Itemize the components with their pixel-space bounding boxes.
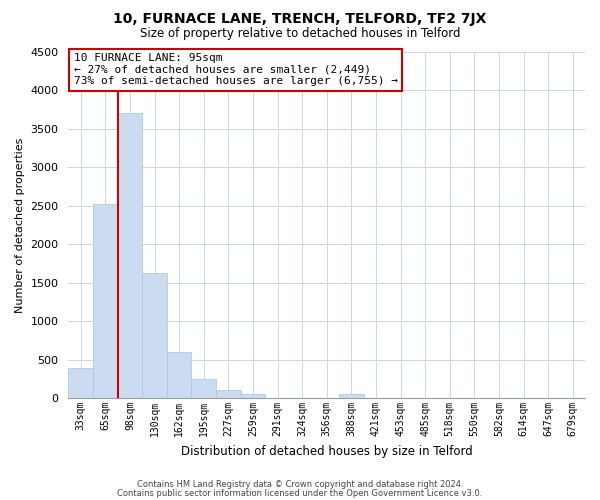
Bar <box>339 394 364 398</box>
Bar <box>241 394 265 398</box>
Y-axis label: Number of detached properties: Number of detached properties <box>15 137 25 312</box>
Bar <box>142 272 167 398</box>
Text: 10, FURNACE LANE, TRENCH, TELFORD, TF2 7JX: 10, FURNACE LANE, TRENCH, TELFORD, TF2 7… <box>113 12 487 26</box>
X-axis label: Distribution of detached houses by size in Telford: Distribution of detached houses by size … <box>181 444 473 458</box>
Text: Contains HM Land Registry data © Crown copyright and database right 2024.: Contains HM Land Registry data © Crown c… <box>137 480 463 489</box>
Text: Size of property relative to detached houses in Telford: Size of property relative to detached ho… <box>140 28 460 40</box>
Bar <box>118 113 142 398</box>
Text: Contains public sector information licensed under the Open Government Licence v3: Contains public sector information licen… <box>118 488 482 498</box>
Bar <box>191 380 216 398</box>
Bar <box>167 352 191 398</box>
Bar <box>93 204 118 398</box>
Text: 10 FURNACE LANE: 95sqm
← 27% of detached houses are smaller (2,449)
73% of semi-: 10 FURNACE LANE: 95sqm ← 27% of detached… <box>74 53 398 86</box>
Bar <box>216 390 241 398</box>
Bar <box>68 368 93 398</box>
